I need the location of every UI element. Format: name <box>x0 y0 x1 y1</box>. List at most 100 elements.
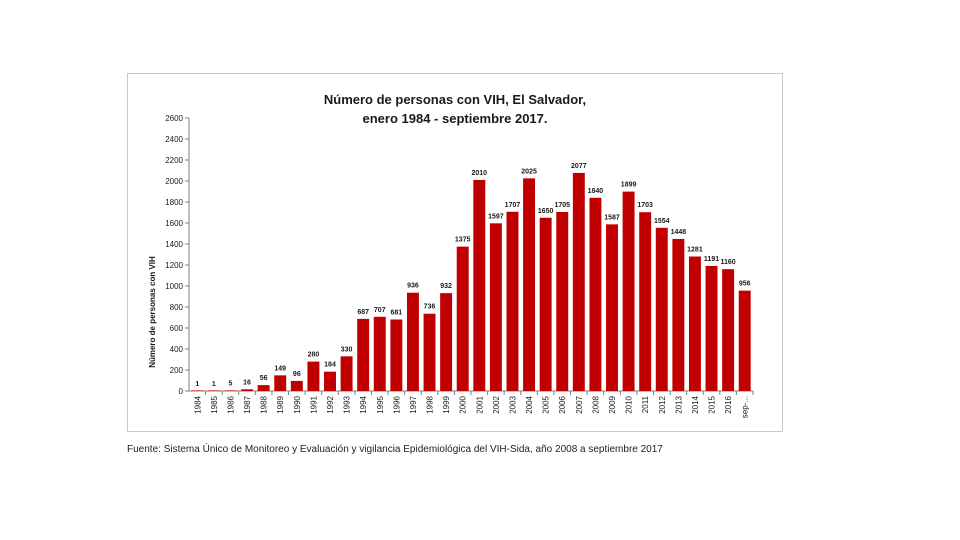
data-label: 280 <box>308 352 320 359</box>
y-tick-label: 2200 <box>165 156 183 165</box>
x-tick-label: 2014 <box>691 395 700 413</box>
data-label: 1375 <box>455 237 471 244</box>
x-tick-label: 2013 <box>674 395 683 413</box>
bar <box>456 246 469 391</box>
bar <box>606 224 618 391</box>
bar <box>572 172 585 391</box>
bar <box>523 178 536 391</box>
bar <box>655 227 668 391</box>
x-tick-label: 1994 <box>359 395 368 413</box>
data-label: 1448 <box>671 229 687 236</box>
bar <box>688 256 701 391</box>
bar <box>738 290 751 391</box>
data-label: 736 <box>424 304 436 311</box>
data-label: 1650 <box>538 208 554 215</box>
y-tick-label: 1000 <box>165 282 183 291</box>
y-tick-label: 2600 <box>165 114 183 123</box>
x-tick-label: 2016 <box>724 395 733 413</box>
y-tick-label: 1200 <box>165 261 183 270</box>
bar <box>622 191 635 391</box>
x-tick-label: 1987 <box>243 395 252 413</box>
x-tick-label: 2011 <box>641 395 650 413</box>
data-label: 16 <box>243 379 251 386</box>
x-tick-label: 2003 <box>508 395 517 413</box>
x-tick-label: 1993 <box>343 395 352 413</box>
chart-frame: Número de personas con VIH, El Salvador,… <box>127 73 783 432</box>
x-tick-label: 2008 <box>591 395 600 413</box>
x-tick-label: 2007 <box>575 395 584 413</box>
data-label: 184 <box>324 362 336 369</box>
data-label: 1705 <box>554 202 570 209</box>
x-tick-label: 1996 <box>392 395 401 413</box>
y-tick-label: 1800 <box>165 198 183 207</box>
data-label: 956 <box>739 281 751 288</box>
x-tick-label: 2012 <box>658 395 667 413</box>
x-tick-label: 2009 <box>608 395 617 413</box>
data-label: 56 <box>260 375 268 382</box>
data-label: 1597 <box>488 213 504 220</box>
data-label: 1840 <box>588 188 604 195</box>
bar <box>241 389 254 391</box>
bar <box>722 269 735 391</box>
data-label: 1281 <box>687 246 703 253</box>
bar <box>423 313 436 391</box>
x-tick-label: 2006 <box>558 395 567 413</box>
bar <box>357 318 370 391</box>
bar <box>705 265 718 391</box>
bar <box>506 211 519 391</box>
y-tick-label: 0 <box>179 387 184 396</box>
data-label: 5 <box>229 380 233 387</box>
y-tick-label: 200 <box>170 366 184 375</box>
bar <box>307 361 320 391</box>
y-tick-label: 800 <box>170 303 184 312</box>
y-tick-label: 2400 <box>165 135 183 144</box>
bar <box>257 385 270 391</box>
data-label: 936 <box>407 283 419 290</box>
x-tick-label: 1991 <box>309 395 318 413</box>
bar <box>390 319 403 391</box>
data-label: 1 <box>195 381 199 388</box>
x-tick-label: 2010 <box>625 395 634 413</box>
y-axis-label: Número de personas con VIH <box>148 256 157 368</box>
data-label: 1160 <box>721 259 736 266</box>
data-label: 96 <box>293 371 301 378</box>
x-tick-label: 1990 <box>293 395 302 413</box>
data-label: 687 <box>357 309 369 316</box>
x-tick-label: 1999 <box>442 395 451 413</box>
x-tick-label: 2004 <box>525 395 534 413</box>
data-label: 681 <box>391 309 403 316</box>
data-label: 1 <box>212 381 216 388</box>
data-label: 1899 <box>621 182 637 189</box>
data-label: 1587 <box>604 214 620 221</box>
bar <box>191 390 204 391</box>
x-tick-label: 1995 <box>376 395 385 413</box>
bar <box>406 292 419 391</box>
y-tick-label: 1400 <box>165 240 183 249</box>
x-tick-label: 2015 <box>708 395 717 413</box>
x-tick-label: 1984 <box>193 395 202 413</box>
data-label: 707 <box>374 307 386 314</box>
data-label: 1191 <box>704 256 719 263</box>
bar <box>440 293 453 391</box>
data-label: 2077 <box>571 163 587 170</box>
bar-chart: Número de personas con VIH, El Salvador,… <box>148 92 754 418</box>
bar <box>224 390 237 391</box>
x-tick-label: 1989 <box>276 395 285 413</box>
x-tick-label: 1986 <box>226 395 235 413</box>
x-tick-label: sep-... <box>741 396 750 418</box>
bar <box>373 316 386 391</box>
x-tick-label: 1997 <box>409 395 418 413</box>
chart-title-line-1: Número de personas con VIH, El Salvador, <box>324 92 586 107</box>
data-label: 149 <box>274 365 286 372</box>
data-label: 2010 <box>472 170 488 177</box>
y-tick-label: 2000 <box>165 177 183 186</box>
data-label: 2025 <box>521 168 537 175</box>
bar <box>589 197 602 391</box>
x-tick-label: 2000 <box>459 395 468 413</box>
x-tick-label: 1988 <box>260 395 269 413</box>
y-tick-label: 400 <box>170 345 184 354</box>
x-tick-label: 2001 <box>475 395 484 413</box>
data-label: 330 <box>341 346 353 353</box>
data-label: 1707 <box>505 202 521 209</box>
